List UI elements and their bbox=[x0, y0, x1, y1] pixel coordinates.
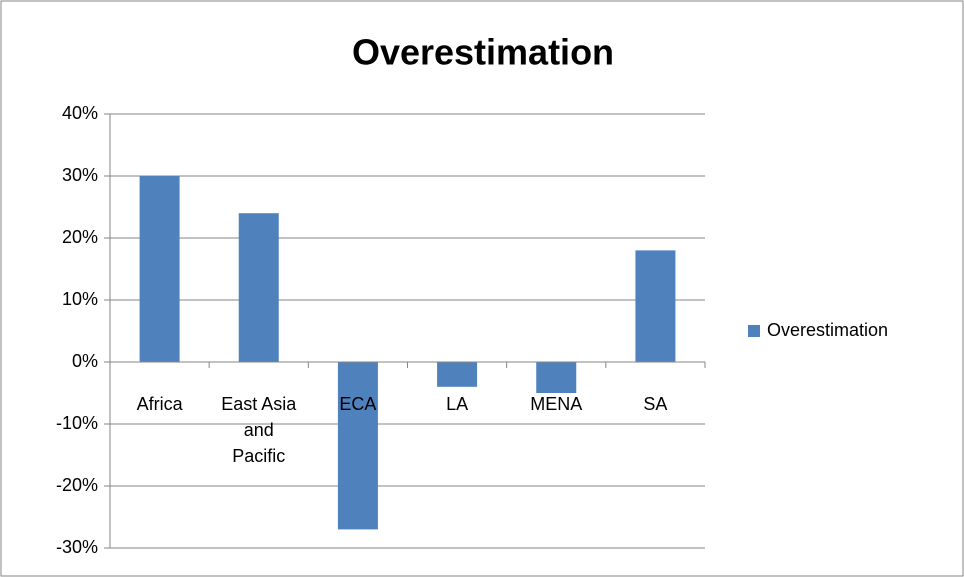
x-tick-label: MENA bbox=[530, 394, 583, 414]
x-tick-label: ECA bbox=[339, 394, 377, 414]
bar bbox=[536, 362, 577, 393]
legend-label: Overestimation bbox=[767, 320, 888, 340]
bar bbox=[437, 362, 478, 387]
y-tick-label: 0% bbox=[72, 351, 98, 371]
x-tick-label: East Asia and Pacific bbox=[221, 394, 297, 466]
x-tick-label: Africa bbox=[136, 394, 183, 414]
bar bbox=[238, 213, 279, 362]
y-tick-label: -30% bbox=[56, 537, 98, 557]
chart-title: Overestimation bbox=[352, 32, 614, 73]
x-tick-label: LA bbox=[446, 394, 469, 414]
y-tick-label: -10% bbox=[56, 413, 98, 433]
y-tick-label: 40% bbox=[62, 103, 98, 123]
bar bbox=[139, 176, 180, 362]
y-tick-label: -20% bbox=[56, 475, 98, 495]
x-tick-label: SA bbox=[643, 394, 668, 414]
y-tick-label: 10% bbox=[62, 289, 98, 309]
bar bbox=[337, 362, 378, 530]
legend-swatch bbox=[748, 325, 760, 337]
bar bbox=[635, 250, 676, 362]
y-tick-label: 30% bbox=[62, 165, 98, 185]
y-tick-label: 20% bbox=[62, 227, 98, 247]
